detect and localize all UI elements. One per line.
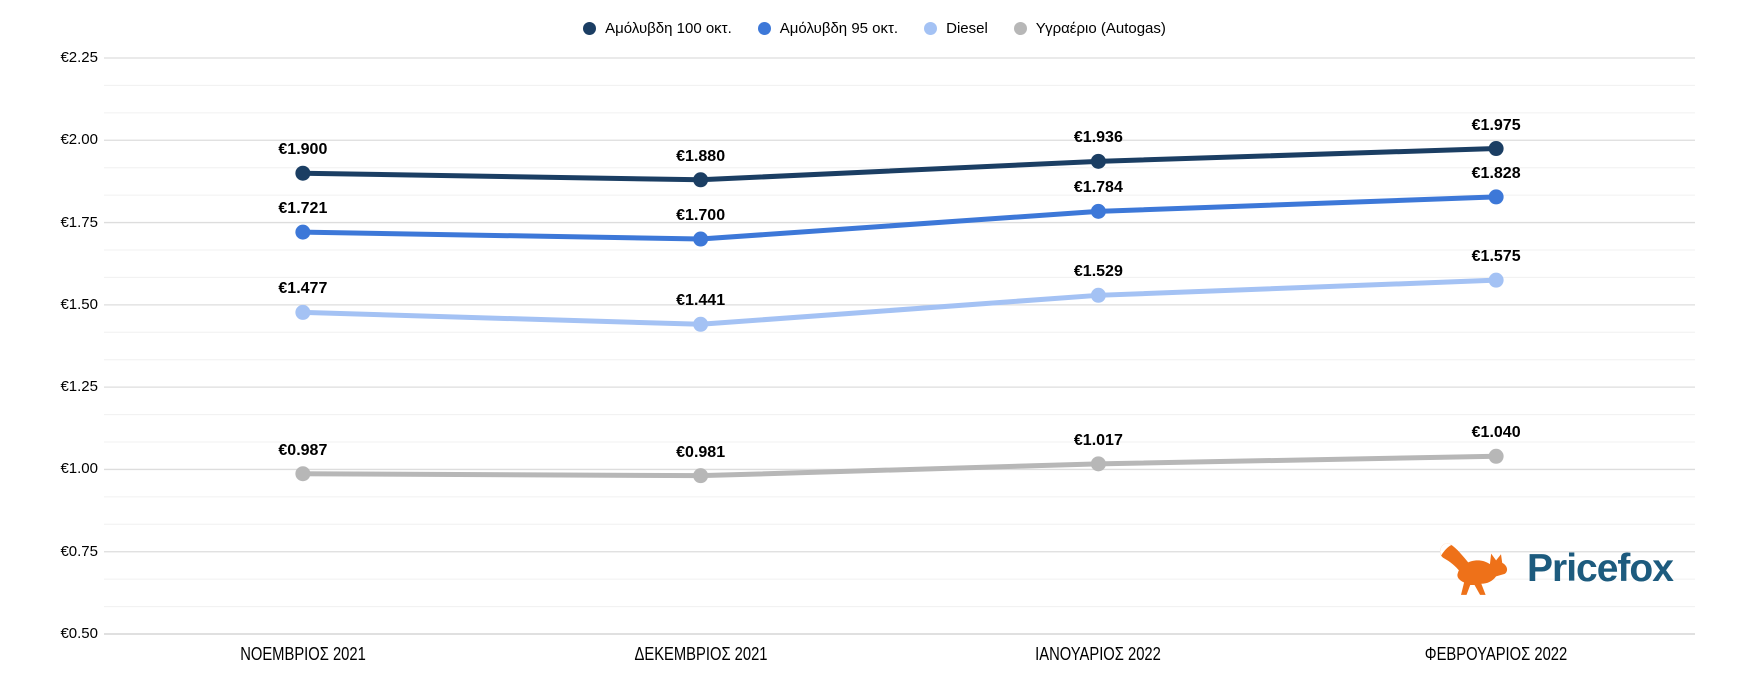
value-label: €1.040	[1471, 424, 1521, 442]
legend-item: Αμόλυβδη 95 οκτ.	[757, 20, 899, 37]
data-point	[1090, 456, 1106, 472]
x-axis-label: ΔΕΚΕΜΒΡΙΟΣ 2021	[634, 644, 768, 664]
data-point	[295, 165, 311, 181]
y-axis-label: €2.00	[60, 131, 98, 149]
data-point	[1090, 287, 1106, 303]
data-point	[693, 231, 709, 247]
value-label: €1.017	[1073, 431, 1123, 449]
pricefox-wordmark: Pricefox	[1527, 547, 1674, 590]
y-axis-label: €1.25	[60, 378, 98, 396]
y-axis-label: €1.00	[60, 460, 98, 478]
series-line-3	[300, 277, 1499, 327]
data-point	[1090, 153, 1106, 169]
legend-item: Υγραέριο (Autogas)	[1013, 20, 1166, 37]
x-axis-label: ΝΟΕΜΒΡΙΟΣ 2021	[240, 644, 366, 664]
data-point	[295, 224, 311, 240]
x-axis-label: ΦΕΒΡΟΥΑΡΙΟΣ 2022	[1424, 644, 1568, 664]
legend-label: Αμόλυβδη 100 οκτ.	[605, 20, 732, 37]
data-point	[1488, 189, 1504, 205]
value-label: €1.700	[676, 207, 726, 225]
value-label: €1.721	[278, 200, 328, 218]
y-axis-label: €2.25	[60, 49, 98, 66]
data-point	[1488, 141, 1504, 157]
legend-dot-icon	[583, 22, 597, 35]
value-label: €1.529	[1073, 263, 1123, 281]
data-point	[1090, 203, 1106, 219]
data-point	[1488, 448, 1504, 464]
value-label: €1.477	[278, 280, 328, 298]
data-point	[693, 172, 709, 188]
y-axis-label: €0.75	[60, 542, 98, 560]
data-point	[1488, 272, 1504, 288]
y-axis-label: €0.50	[60, 625, 98, 642]
value-label: €1.975	[1471, 116, 1521, 134]
y-axis-label: €1.75	[60, 213, 98, 231]
value-label: €1.880	[676, 147, 726, 165]
x-axis-label: ΙΑΝΟΥΑΡΙΟΣ 2022	[1035, 644, 1162, 664]
fox-icon	[1440, 543, 1508, 595]
data-point	[295, 466, 311, 482]
legend-label: Diesel	[946, 20, 988, 37]
legend-label: Αμόλυβδη 95 οκτ.	[779, 20, 899, 37]
pricefox-logo: Pricefox	[1437, 537, 1674, 601]
value-label: €1.936	[1073, 129, 1123, 147]
value-label: €1.900	[278, 141, 328, 159]
series-line-4	[300, 453, 1499, 479]
value-label: €1.441	[676, 292, 726, 310]
data-point	[693, 316, 709, 332]
legend-item: Αμόλυβδη 100 οκτ.	[583, 20, 732, 37]
legend-dot-icon	[1013, 22, 1027, 35]
legend-dot-icon	[757, 22, 771, 35]
value-label: €1.828	[1471, 164, 1521, 182]
value-label: €1.784	[1073, 179, 1123, 197]
value-label: €0.987	[278, 441, 328, 459]
legend-dot-icon	[924, 22, 938, 35]
y-axis-label: €1.50	[60, 295, 98, 313]
data-point	[693, 468, 709, 484]
legend-item: Diesel	[924, 20, 988, 37]
value-label: €1.575	[1471, 248, 1521, 266]
data-point	[295, 304, 311, 320]
legend: Αμόλυβδη 100 οκτ. Αμόλυβδη 95 οκτ. Diesel Υ…	[0, 20, 1749, 37]
legend-label: Υγραέριο (Autogas)	[1035, 20, 1166, 37]
value-label: €0.981	[676, 443, 726, 461]
series-line-1	[300, 146, 1499, 183]
series-line-2	[300, 194, 1499, 242]
